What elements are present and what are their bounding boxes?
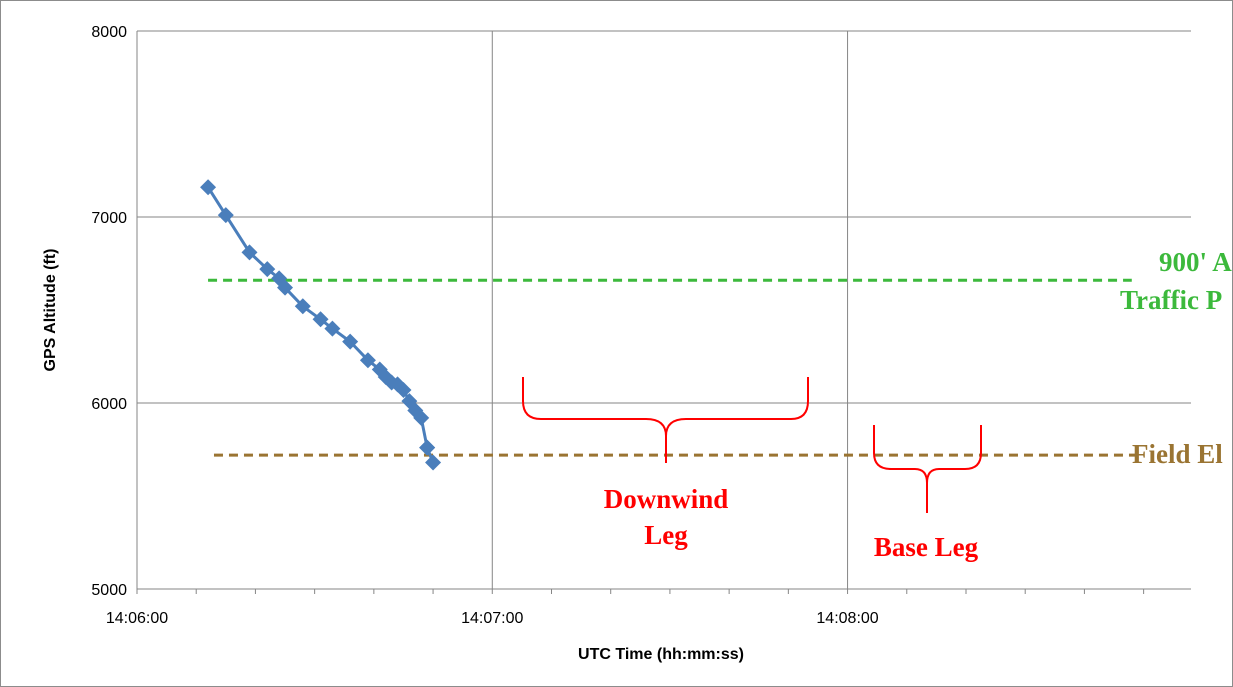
tick-labels: 5000 6000 7000 8000 14:06:00 14:07:00 14:08:00 bbox=[91, 24, 878, 627]
data-point-marker bbox=[312, 311, 329, 328]
data-point-marker bbox=[425, 454, 442, 471]
data-point-marker bbox=[277, 279, 294, 296]
downwind-label-line1: Downwind bbox=[604, 484, 729, 514]
y-tick-label: 7000 bbox=[91, 210, 127, 227]
x-tick-label: 14:06:00 bbox=[106, 610, 168, 627]
x-tick-label: 14:08:00 bbox=[816, 610, 878, 627]
data-point-marker bbox=[259, 261, 276, 278]
data-point-marker bbox=[324, 320, 341, 337]
data-point-marker bbox=[359, 352, 376, 369]
y-tick-label: 8000 bbox=[91, 24, 127, 41]
x-axis-title: UTC Time (hh:mm:ss) bbox=[578, 646, 744, 663]
axes bbox=[136, 31, 1191, 591]
x-minor-ticks bbox=[136, 589, 1145, 594]
field-elevation-label: Field El bbox=[1132, 439, 1223, 469]
data-point-marker bbox=[419, 439, 436, 456]
data-point-marker bbox=[413, 409, 430, 426]
data-point-marker bbox=[200, 179, 217, 196]
pattern-label-line1: 900' A bbox=[1159, 247, 1232, 277]
data-point-marker bbox=[342, 333, 359, 350]
y-axis-title: GPS Altitude (ft) bbox=[42, 249, 59, 372]
downwind-bracket bbox=[522, 377, 809, 463]
base-leg-label: Base Leg bbox=[874, 532, 979, 562]
x-tick-label: 14:07:00 bbox=[461, 610, 523, 627]
data-point-marker bbox=[217, 207, 234, 224]
data-point-marker bbox=[294, 298, 311, 315]
reference-lines bbox=[208, 278, 1138, 457]
grid bbox=[137, 30, 1191, 589]
series-altitude bbox=[200, 179, 442, 471]
downwind-label-line2: Leg bbox=[644, 520, 688, 550]
y-tick-label: 6000 bbox=[91, 396, 127, 413]
data-point-marker bbox=[395, 381, 412, 398]
pattern-label-line2: Traffic P bbox=[1120, 285, 1222, 315]
data-point-marker bbox=[241, 244, 258, 261]
base-leg-bracket bbox=[873, 425, 982, 513]
y-tick-label: 5000 bbox=[91, 582, 127, 599]
